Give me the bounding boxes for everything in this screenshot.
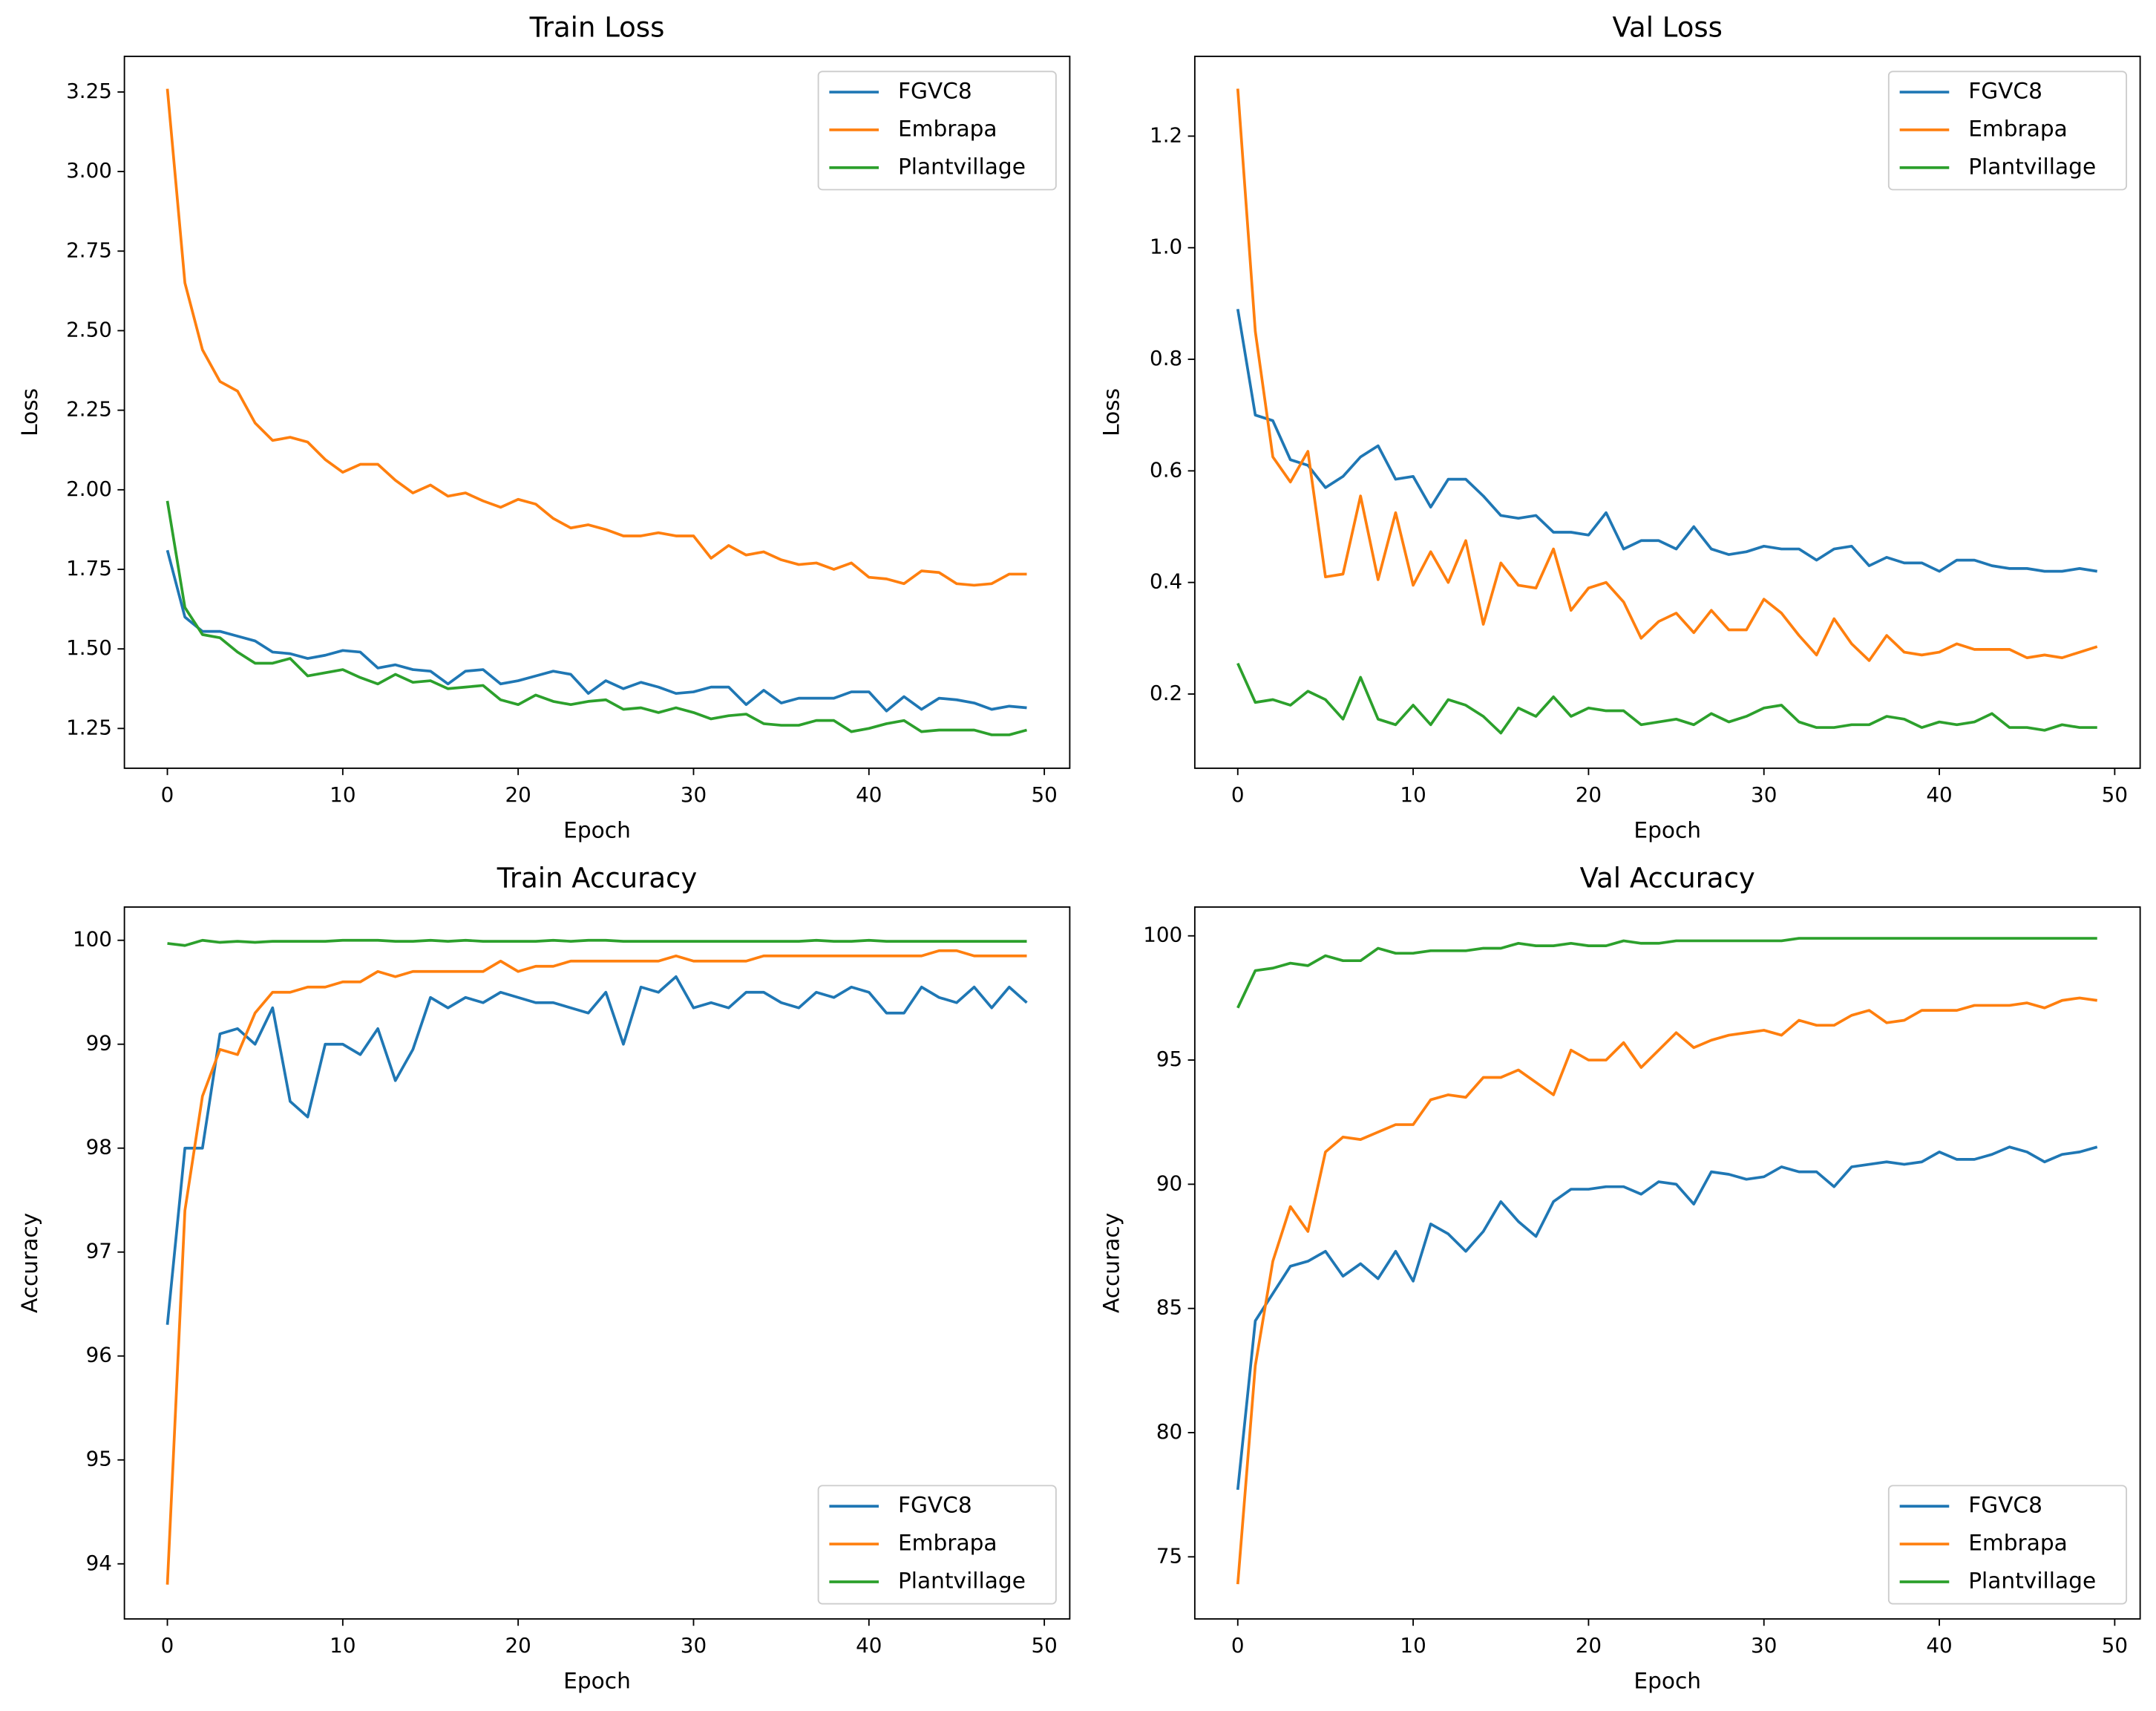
y-tick-label: 2.00 bbox=[66, 477, 112, 501]
y-tick-label: 97 bbox=[86, 1239, 112, 1263]
x-tick-label: 10 bbox=[330, 1633, 355, 1658]
x-tick-label: 20 bbox=[1576, 1633, 1602, 1658]
y-tick-label: 1.2 bbox=[1150, 122, 1182, 147]
x-tick-label: 30 bbox=[1751, 1633, 1777, 1658]
y-tick-label: 1.25 bbox=[66, 715, 112, 739]
x-tick-label: 0 bbox=[1231, 1633, 1245, 1658]
x-tick-label: 30 bbox=[681, 782, 707, 807]
x-tick-label: 30 bbox=[681, 1633, 707, 1658]
plot-frame bbox=[1193, 906, 2141, 1620]
plot-frame bbox=[123, 55, 1071, 769]
series-line bbox=[1236, 996, 2098, 1585]
x-tick-label: 0 bbox=[1231, 782, 1245, 807]
chart-title: Val Loss bbox=[1613, 11, 1723, 43]
legend-label: FGVC8 bbox=[898, 79, 972, 104]
x-axis-label: Epoch bbox=[563, 1669, 631, 1694]
series-line bbox=[1236, 662, 2097, 735]
x-tick-label: 50 bbox=[2102, 1633, 2128, 1658]
y-axis-label: Accuracy bbox=[1098, 1213, 1124, 1313]
series-line bbox=[1236, 88, 2098, 662]
x-tick-label: 0 bbox=[161, 782, 174, 807]
legend-label: Plantvillage bbox=[1968, 154, 2096, 179]
series-line bbox=[167, 938, 1027, 947]
y-tick-label: 0.6 bbox=[1150, 457, 1182, 482]
legend-label: Plantvillage bbox=[898, 1568, 1026, 1593]
series-line bbox=[166, 88, 1027, 587]
y-tick-label: 75 bbox=[1156, 1543, 1182, 1568]
y-tick-label: 100 bbox=[1143, 923, 1182, 947]
chart-title: Train Loss bbox=[529, 11, 665, 43]
y-axis-label: Loss bbox=[17, 388, 42, 436]
legend-box bbox=[1887, 71, 2128, 191]
y-tick-label: 95 bbox=[86, 1447, 112, 1471]
legend-label: Plantvillage bbox=[898, 154, 1026, 179]
series-line bbox=[166, 500, 1027, 736]
x-tick-label: 50 bbox=[1031, 1633, 1057, 1658]
y-tick-label: 2.75 bbox=[66, 238, 112, 262]
y-tick-label: 1.75 bbox=[66, 556, 112, 580]
x-tick-label: 20 bbox=[1576, 782, 1602, 807]
y-tick-label: 2.50 bbox=[66, 317, 112, 341]
y-tick-label: 1.0 bbox=[1150, 235, 1182, 259]
chart-title: Train Accuracy bbox=[497, 862, 698, 894]
series-line bbox=[1236, 937, 2097, 1009]
x-tick-label: 10 bbox=[1400, 1633, 1426, 1658]
x-axis-label: Epoch bbox=[563, 818, 631, 843]
x-tick-label: 40 bbox=[1926, 1633, 1952, 1658]
x-tick-label: 20 bbox=[505, 1633, 531, 1658]
x-tick-label: 30 bbox=[1751, 782, 1777, 807]
legend-box bbox=[1887, 1485, 2128, 1605]
x-axis-label: Epoch bbox=[1634, 1669, 1701, 1694]
legend-label: Embrapa bbox=[898, 1531, 997, 1556]
x-tick-label: 40 bbox=[856, 782, 882, 807]
y-tick-label: 90 bbox=[1156, 1171, 1182, 1195]
legend-label: Embrapa bbox=[898, 116, 997, 141]
y-tick-label: 85 bbox=[1156, 1295, 1182, 1320]
series-line bbox=[166, 549, 1027, 713]
y-tick-label: 1.50 bbox=[66, 635, 112, 660]
legend-box bbox=[817, 71, 1057, 191]
legend-label: FGVC8 bbox=[1968, 79, 2042, 104]
x-tick-label: 50 bbox=[1031, 782, 1057, 807]
y-axis-label: Loss bbox=[1098, 388, 1124, 436]
y-tick-label: 0.8 bbox=[1150, 346, 1182, 370]
y-tick-label: 0.2 bbox=[1150, 681, 1182, 705]
y-tick-label: 80 bbox=[1156, 1419, 1182, 1444]
plot-frame bbox=[1193, 55, 2141, 769]
series-line bbox=[166, 949, 1027, 1585]
y-tick-label: 98 bbox=[86, 1135, 112, 1159]
y-tick-label: 0.4 bbox=[1150, 569, 1182, 594]
y-tick-label: 2.25 bbox=[66, 397, 112, 422]
y-axis-label: Accuracy bbox=[17, 1213, 42, 1313]
series-line bbox=[166, 975, 1028, 1325]
x-tick-label: 40 bbox=[856, 1633, 882, 1658]
series-line bbox=[1236, 309, 2098, 573]
legend-label: Embrapa bbox=[1968, 1531, 2068, 1556]
x-tick-label: 40 bbox=[1926, 782, 1952, 807]
y-tick-label: 96 bbox=[86, 1343, 112, 1367]
legend-label: Plantvillage bbox=[1968, 1568, 2096, 1593]
x-tick-label: 20 bbox=[505, 782, 531, 807]
y-tick-label: 94 bbox=[86, 1551, 112, 1575]
plot-frame bbox=[123, 906, 1071, 1620]
legend-label: FGVC8 bbox=[898, 1493, 972, 1518]
x-tick-label: 10 bbox=[330, 782, 355, 807]
y-tick-label: 3.25 bbox=[66, 79, 112, 103]
chart-title: Val Accuracy bbox=[1580, 862, 1755, 894]
y-tick-label: 3.00 bbox=[66, 158, 112, 183]
x-tick-label: 50 bbox=[2102, 782, 2128, 807]
legend-label: Embrapa bbox=[1968, 116, 2068, 141]
x-axis-label: Epoch bbox=[1634, 818, 1701, 843]
y-tick-label: 100 bbox=[73, 927, 112, 952]
x-tick-label: 10 bbox=[1400, 782, 1426, 807]
series-line bbox=[1236, 1145, 2098, 1491]
y-tick-label: 99 bbox=[86, 1031, 112, 1056]
x-tick-label: 0 bbox=[161, 1633, 174, 1658]
y-tick-label: 95 bbox=[1156, 1047, 1182, 1071]
legend-label: FGVC8 bbox=[1968, 1493, 2042, 1518]
legend-box bbox=[817, 1485, 1057, 1605]
